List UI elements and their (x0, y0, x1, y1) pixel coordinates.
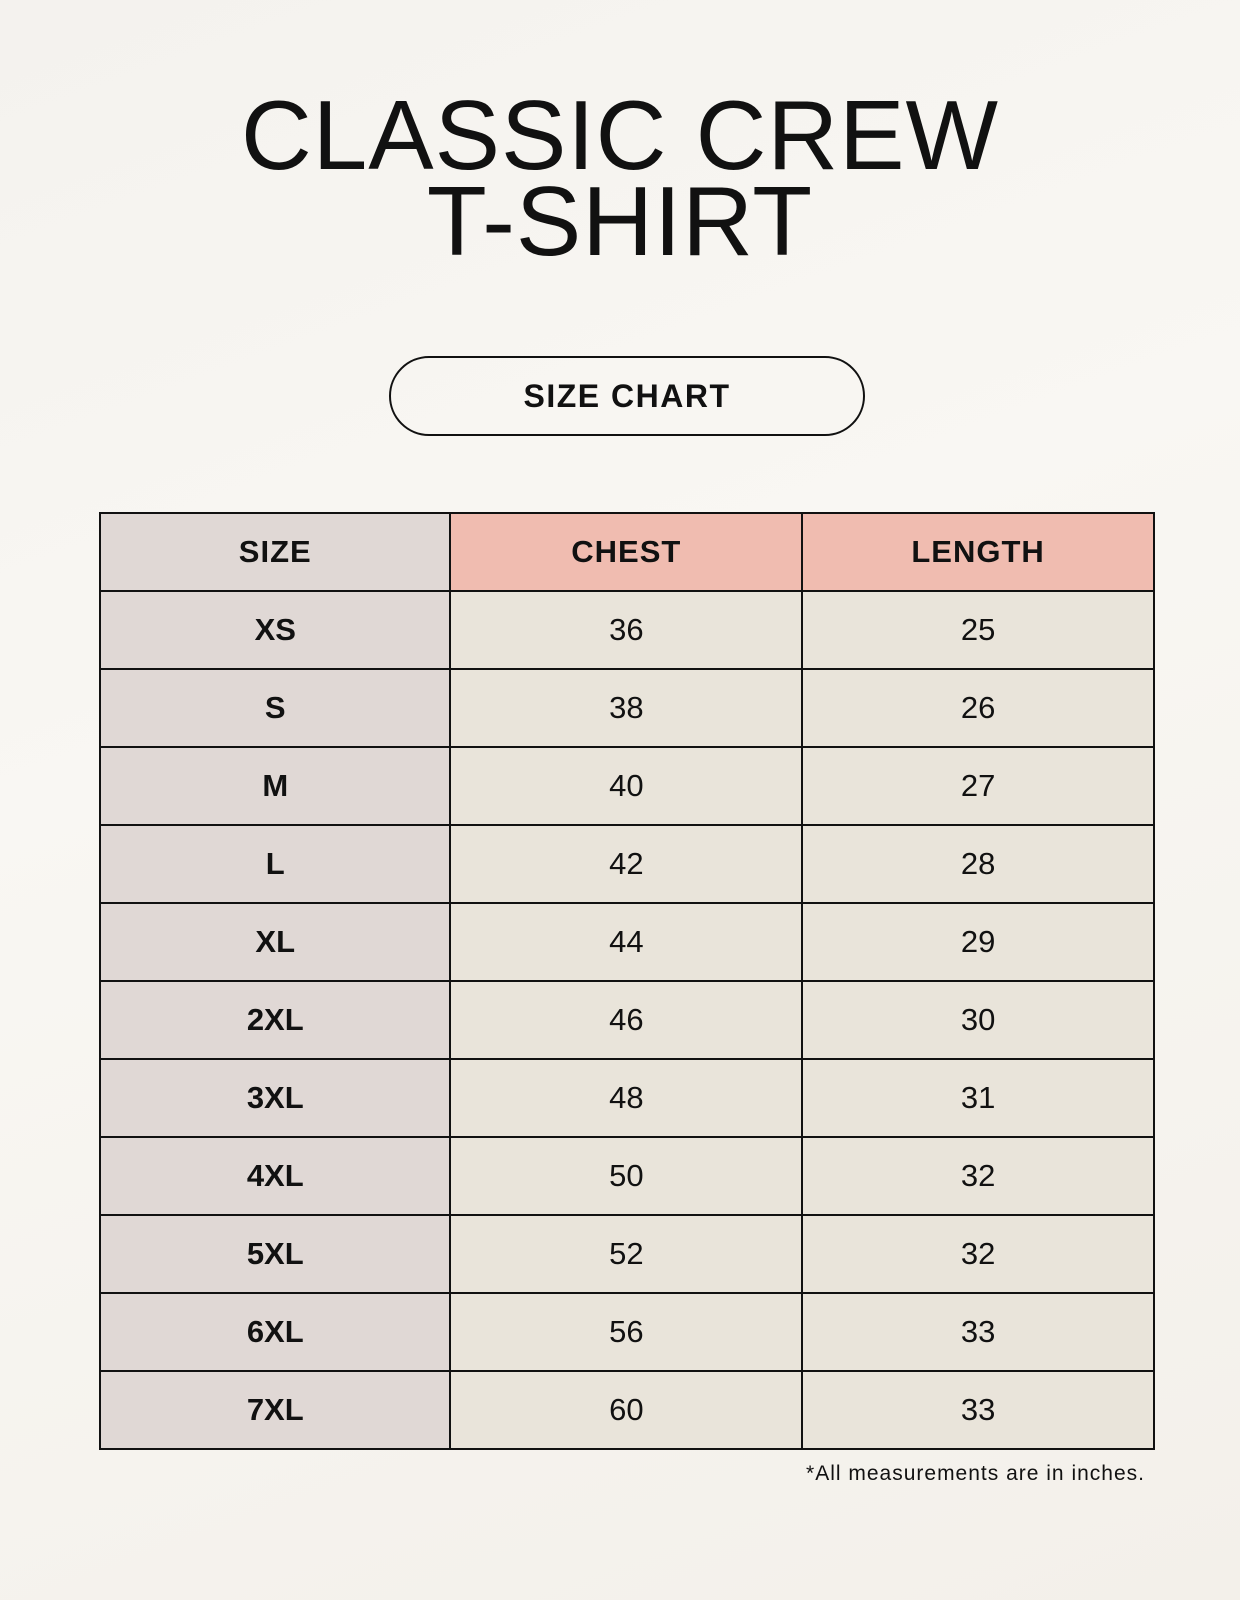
table-header-row: SIZE CHEST LENGTH (98, 512, 1155, 592)
cell-size: XS (98, 590, 452, 670)
cell-size: XL (98, 902, 452, 982)
table-row: 3XL 48 31 (98, 1058, 1155, 1138)
cell-size: 2XL (98, 980, 452, 1060)
cell-chest: 50 (449, 1136, 804, 1216)
cell-chest: 56 (449, 1292, 804, 1372)
header-chest: CHEST (449, 512, 804, 592)
footnote: *All measurements are in inches. (806, 1462, 1145, 1485)
table-row: L 42 28 (98, 824, 1155, 904)
table-row: 5XL 52 32 (98, 1214, 1155, 1294)
cell-chest: 44 (449, 902, 804, 982)
cell-size: 5XL (98, 1214, 452, 1294)
table-row: XS 36 25 (98, 590, 1155, 670)
cell-length: 31 (801, 1058, 1155, 1138)
cell-chest: 42 (449, 824, 804, 904)
title-line-1: CLASSIC CREW (240, 80, 999, 190)
cell-length: 29 (801, 902, 1155, 982)
cell-length: 25 (801, 590, 1155, 670)
table-row: M 40 27 (98, 746, 1155, 826)
cell-length: 32 (801, 1136, 1155, 1216)
cell-size: L (98, 824, 452, 904)
cell-length: 33 (801, 1292, 1155, 1372)
cell-size: M (98, 746, 452, 826)
cell-chest: 60 (449, 1370, 804, 1450)
cell-size: S (98, 668, 452, 748)
title-line-2: T-SHIRT (426, 166, 814, 276)
cell-length: 30 (801, 980, 1155, 1060)
header-length: LENGTH (801, 512, 1155, 592)
cell-length: 27 (801, 746, 1155, 826)
cell-chest: 38 (449, 668, 804, 748)
table-row: 2XL 46 30 (98, 980, 1155, 1060)
header-size: SIZE (98, 512, 452, 592)
cell-length: 32 (801, 1214, 1155, 1294)
page-title: CLASSIC CREW T-SHIRT (0, 80, 1240, 276)
cell-chest: 46 (449, 980, 804, 1060)
cell-chest: 36 (449, 590, 804, 670)
table-row: S 38 26 (98, 668, 1155, 748)
table-row: 7XL 60 33 (98, 1370, 1155, 1450)
cell-size: 7XL (98, 1370, 452, 1450)
cell-size: 4XL (98, 1136, 452, 1216)
cell-chest: 40 (449, 746, 804, 826)
cell-length: 26 (801, 668, 1155, 748)
cell-size: 6XL (98, 1292, 452, 1372)
cell-length: 33 (801, 1370, 1155, 1450)
table-row: XL 44 29 (98, 902, 1155, 982)
cell-length: 28 (801, 824, 1155, 904)
cell-size: 3XL (98, 1058, 452, 1138)
size-chart-badge: SIZE CHART (389, 356, 865, 436)
table-row: 4XL 50 32 (98, 1136, 1155, 1216)
table-row: 6XL 56 33 (98, 1292, 1155, 1372)
cell-chest: 52 (449, 1214, 804, 1294)
size-chart-table: SIZE CHEST LENGTH XS 36 25 S 38 26 M 40 27 L 42 28 X… (98, 512, 1155, 1450)
cell-chest: 48 (449, 1058, 804, 1138)
